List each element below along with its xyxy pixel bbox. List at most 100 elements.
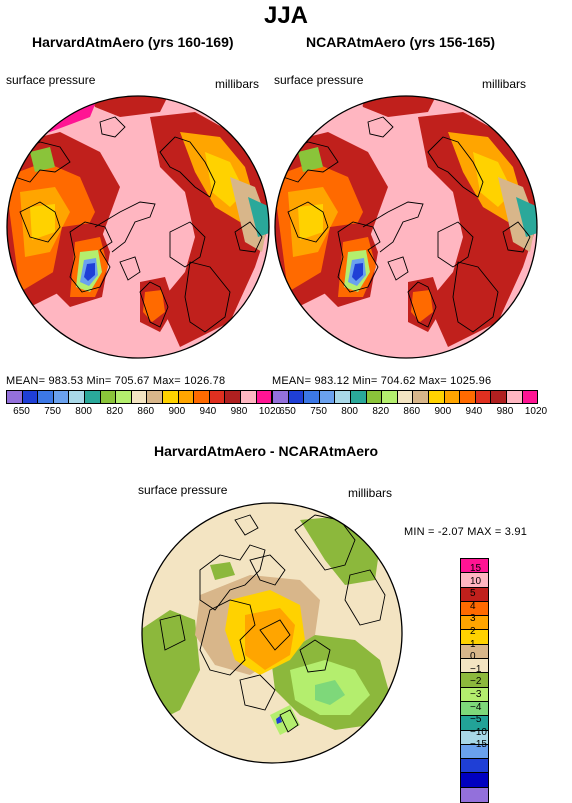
- colorbar-swatch: [461, 573, 488, 588]
- colorbar-swatch: [506, 391, 523, 403]
- colorbar-swatch: [460, 391, 476, 403]
- colorbar-swatch: [53, 391, 70, 403]
- left-stats: MEAN= 983.53 Min= 705.67 Max= 1026.78: [6, 375, 226, 387]
- colorbar-swatch: [461, 616, 488, 631]
- colorbar-tick-label: 800: [341, 406, 358, 417]
- colorbar-tick-label: −10: [470, 726, 487, 738]
- left-units-label: millibars: [215, 77, 260, 91]
- colorbar-tick-label: 15: [470, 563, 482, 574]
- colorbar-swatch: [240, 391, 257, 403]
- colorbar-tick-label: 980: [230, 406, 248, 417]
- colorbar-tick-label: 4: [470, 600, 476, 612]
- colorbar-swatch: [461, 730, 488, 745]
- colorbar-swatch: [475, 391, 492, 403]
- colorbar-swatch: [428, 391, 445, 403]
- diff-polar-map: [141, 502, 403, 764]
- colorbar-swatch: [225, 391, 241, 403]
- colorbar-swatch: [461, 744, 488, 760]
- colorbar-swatch: [413, 391, 429, 403]
- colorbar-swatch: [397, 391, 414, 403]
- right-polar-map: [274, 95, 538, 359]
- right-colorbar-ticks: 650 750 800 820 860 900 940 980 1020: [272, 406, 547, 420]
- colorbar-swatch: [461, 559, 488, 574]
- colorbar-tick-label: 820: [106, 406, 124, 417]
- colorbar-swatch: [273, 391, 289, 403]
- colorbar-swatch: [256, 391, 272, 403]
- colorbar-swatch: [22, 391, 39, 403]
- colorbar-swatch: [461, 773, 488, 788]
- colorbar-tick-label: 980: [496, 406, 514, 417]
- left-colorbar: [6, 390, 272, 404]
- colorbar-swatch: [366, 391, 383, 403]
- left-polar-map: [6, 95, 270, 359]
- colorbar-swatch: [461, 787, 488, 803]
- colorbar-tick-label: 900: [434, 406, 452, 417]
- colorbar-swatch: [461, 687, 488, 702]
- colorbar-swatch: [461, 601, 488, 617]
- colorbar-swatch: [335, 391, 351, 403]
- colorbar-swatch: [319, 391, 336, 403]
- colorbar-tick-label: 650: [279, 406, 296, 417]
- colorbar-swatch: [194, 391, 210, 403]
- diff-units-label: millibars: [348, 486, 393, 500]
- right-panel-title: NCARAtmAero (yrs 156-165): [306, 34, 496, 50]
- colorbar-tick-label: −1: [470, 663, 482, 675]
- colorbar-tick-label: 10: [470, 575, 482, 587]
- colorbar-swatch: [209, 391, 226, 403]
- colorbar-tick-label: −4: [470, 701, 482, 713]
- colorbar-swatch: [38, 391, 54, 403]
- colorbar-tick-label: 0: [470, 651, 476, 663]
- colorbar-tick-label: 1020: [524, 406, 548, 417]
- colorbar-swatch: [461, 701, 488, 717]
- colorbar-swatch: [116, 391, 132, 403]
- colorbar-tick-label: 2: [470, 626, 476, 637]
- colorbar-swatch: [461, 716, 488, 731]
- colorbar-tick-label: 860: [403, 406, 421, 417]
- colorbar-swatch: [147, 391, 163, 403]
- colorbar-swatch: [288, 391, 305, 403]
- colorbar-swatch: [382, 391, 398, 403]
- diff-variable-label: surface pressure: [138, 483, 228, 497]
- colorbar-swatch: [7, 391, 23, 403]
- right-colorbar: [272, 390, 538, 404]
- colorbar-swatch: [461, 759, 488, 774]
- colorbar-swatch: [461, 673, 488, 688]
- colorbar-swatch: [69, 391, 85, 403]
- colorbar-swatch: [178, 391, 195, 403]
- colorbar-tick-label: −2: [470, 676, 482, 688]
- colorbar-tick-label: −15: [470, 739, 487, 751]
- colorbar-tick-label: 900: [168, 406, 186, 417]
- left-colorbar-ticks: 650 750 800 820 860 900 940 980 1020: [6, 406, 281, 420]
- colorbar-tick-label: 820: [372, 406, 390, 417]
- colorbar-swatch: [131, 391, 148, 403]
- colorbar-tick-label: 940: [199, 406, 217, 417]
- colorbar-tick-label: 750: [44, 406, 61, 417]
- colorbar-swatch: [461, 659, 488, 674]
- colorbar-swatch: [304, 391, 320, 403]
- colorbar-tick-label: −5: [470, 714, 482, 726]
- colorbar-swatch: [522, 391, 538, 403]
- colorbar-tick-label: 3: [470, 613, 476, 625]
- colorbar-tick-label: 800: [75, 406, 92, 417]
- colorbar-tick-label: −3: [470, 689, 482, 700]
- left-variable-label: surface pressure: [6, 73, 96, 87]
- right-units-label: millibars: [482, 77, 527, 91]
- colorbar-swatch: [84, 391, 101, 403]
- left-panel-title: HarvardAtmAero (yrs 160-169): [32, 34, 234, 50]
- colorbar-tick-label: 5: [470, 588, 476, 600]
- colorbar-tick-label: 1: [470, 638, 476, 650]
- colorbar-tick-label: 940: [465, 406, 483, 417]
- colorbar-swatch: [162, 391, 179, 403]
- colorbar-tick-label: 1020: [258, 406, 282, 417]
- colorbar-swatch: [444, 391, 461, 403]
- colorbar-swatch: [461, 630, 488, 645]
- right-variable-label: surface pressure: [274, 73, 364, 87]
- season-title: JJA: [263, 2, 309, 29]
- diff-panel-title: HarvardAtmAero - NCARAtmAero: [154, 443, 379, 459]
- colorbar-swatch: [350, 391, 367, 403]
- colorbar-tick-label: 750: [310, 406, 327, 417]
- colorbar-tick-label: 860: [137, 406, 155, 417]
- right-stats: MEAN= 983.12 Min= 704.62 Max= 1025.96: [272, 375, 492, 387]
- colorbar-swatch: [461, 644, 488, 660]
- colorbar-tick-label: 650: [13, 406, 30, 417]
